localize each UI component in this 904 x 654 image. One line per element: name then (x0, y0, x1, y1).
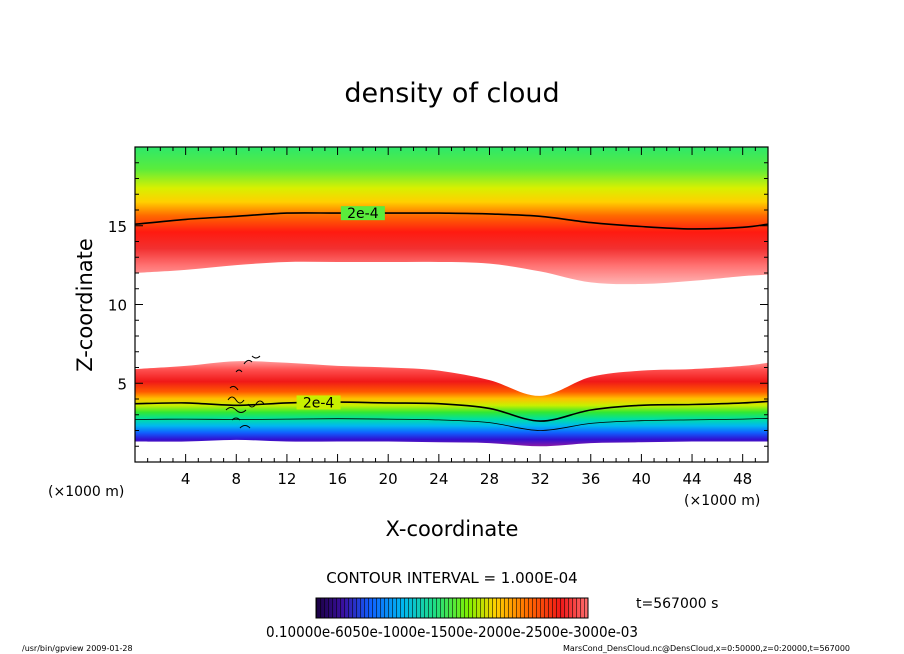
contour-interval: CONTOUR INTERVAL = 1.000E-04 (326, 569, 577, 587)
x-tick-label: 16 (328, 470, 347, 488)
x-tick-label: 4 (181, 470, 191, 488)
x-tick-label: 12 (277, 470, 296, 488)
x-axis: 4 8 12 16 20 24 28 32 36 40 44 48 (147, 147, 756, 488)
contour-label-lower: 2e-4 (303, 395, 335, 411)
y-axis: 5 10 15 (108, 162, 768, 447)
x-tick-label: 44 (682, 470, 701, 488)
upper-contour-line (135, 212, 768, 230)
footer-left: /usr/bin/gpview 2009-01-28 (22, 644, 133, 653)
x-tick-label: 20 (379, 470, 398, 488)
x-tick-label: 48 (733, 470, 752, 488)
x-axis-title: X-coordinate (386, 517, 519, 541)
contour-label-bg (296, 395, 341, 410)
chart-title: density of cloud (344, 78, 559, 109)
x-tick-label: 32 (531, 470, 550, 488)
time-label: t=567000 s (636, 596, 718, 612)
x-tick-label: 28 (480, 470, 499, 488)
x-tick-label: 24 (429, 470, 448, 488)
x-tick-label: 36 (581, 470, 600, 488)
plot-area (135, 147, 768, 447)
x-tick-label: 8 (232, 470, 242, 488)
contour-label-upper: 2e-4 (347, 206, 379, 222)
y-tick-label: 15 (108, 218, 127, 236)
y-axis-title: Z-coordinate (73, 238, 97, 372)
y-axis-unit: (×1000 m) (48, 484, 124, 500)
x-axis-unit: (×1000 m) (684, 493, 760, 509)
upper-cloud-layer (135, 147, 768, 285)
y-tick-label: 5 (117, 375, 127, 393)
lower-contour-line (135, 400, 768, 422)
colorbar-levels (316, 598, 588, 618)
colorbar-tick-labels: 0.10000e-6050e-1000e-1500e-2000e-2500e-3… (266, 623, 638, 641)
y-tick-label: 10 (108, 297, 127, 315)
turbulence-contours (225, 355, 265, 429)
x-tick-label: 40 (632, 470, 651, 488)
lower-secondary-contour (135, 417, 768, 431)
contour-label-bg (340, 206, 385, 221)
footer-right: MarsCond_DensCloud.nc@DensCloud,x=0:5000… (563, 644, 850, 653)
